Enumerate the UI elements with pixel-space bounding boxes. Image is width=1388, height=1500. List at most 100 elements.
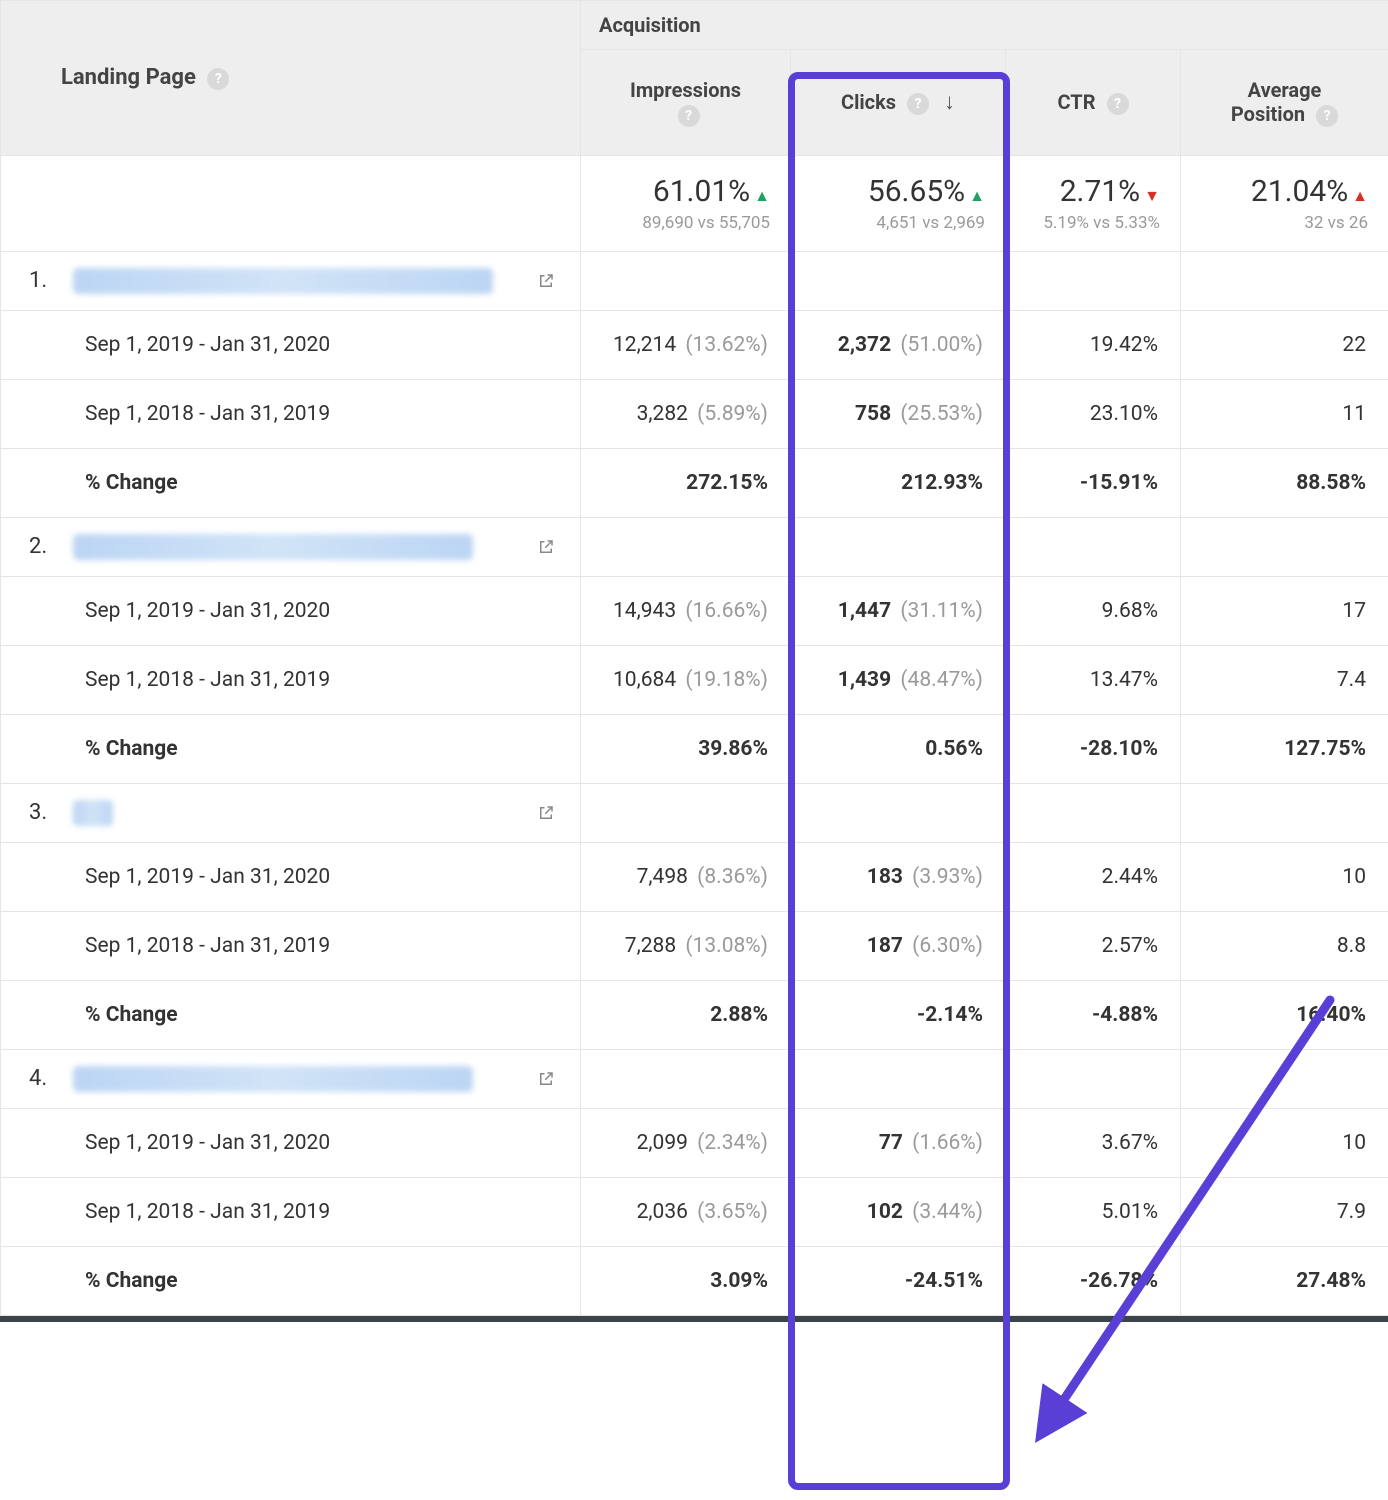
col-header-clicks[interactable]: Clicks ? ↓ — [791, 50, 1006, 156]
summary-impressions: 61.01%▲ 89,690 vs 55,705 — [581, 155, 791, 251]
landing-page-redacted — [73, 1066, 473, 1092]
cell-change-avg: 16.40% — [1181, 980, 1388, 1049]
col-header-label: Landing Page — [61, 65, 196, 90]
cell-clicks: 102 (3.44%) — [791, 1177, 1006, 1246]
col-group-acquisition: Acquisition — [581, 1, 1388, 50]
pct-change-label: % Change — [1, 714, 581, 783]
cell-ctr: 13.47% — [1006, 645, 1181, 714]
cell-avg-position: 8.8 — [1181, 911, 1388, 980]
period-previous-label: Sep 1, 2018 - Jan 31, 2019 — [1, 645, 581, 714]
analytics-table-container: Landing Page ? Acquisition Impressions ?… — [0, 0, 1388, 1322]
cell-change-ctr: -28.10% — [1006, 714, 1181, 783]
cell-impressions: 3,282 (5.89%) — [581, 379, 791, 448]
cell-clicks: 77 (1.66%) — [791, 1108, 1006, 1177]
summary-clicks: 56.65%▲ 4,651 vs 2,969 — [791, 155, 1006, 251]
period-current-label: Sep 1, 2019 - Jan 31, 2020 — [1, 1108, 581, 1177]
help-icon[interactable]: ? — [678, 105, 700, 127]
cell-impressions: 14,943 (16.66%) — [581, 576, 791, 645]
cell-clicks: 758 (25.53%) — [791, 379, 1006, 448]
pct-change-label: % Change — [1, 980, 581, 1049]
cell-change-clicks: -2.14% — [791, 980, 1006, 1049]
cell-ctr: 3.67% — [1006, 1108, 1181, 1177]
summary-row: 61.01%▲ 89,690 vs 55,705 56.65%▲ 4,651 v… — [1, 155, 1388, 251]
period-previous-label: Sep 1, 2018 - Jan 31, 2019 — [1, 379, 581, 448]
col-header-landing-page[interactable]: Landing Page ? — [1, 1, 581, 156]
row-index: 4. — [29, 1066, 59, 1091]
col-header-ctr[interactable]: CTR ? — [1006, 50, 1181, 156]
cell-ctr: 5.01% — [1006, 1177, 1181, 1246]
cell-clicks: 2,372 (51.00%) — [791, 310, 1006, 379]
cell-change-avg: 27.48% — [1181, 1246, 1388, 1315]
cell-avg-position: 10 — [1181, 842, 1388, 911]
cell-avg-position: 22 — [1181, 310, 1388, 379]
cell-change-avg: 127.75% — [1181, 714, 1388, 783]
external-link-icon[interactable] — [536, 271, 556, 291]
landing-page-redacted — [73, 800, 113, 826]
cell-change-impressions: 3.09% — [581, 1246, 791, 1315]
cell-change-impressions: 39.86% — [581, 714, 791, 783]
cell-clicks: 1,439 (48.47%) — [791, 645, 1006, 714]
row-index: 1. — [29, 268, 59, 293]
cell-change-clicks: 0.56% — [791, 714, 1006, 783]
cell-change-impressions: 2.88% — [581, 980, 791, 1049]
cell-change-clicks: 212.93% — [791, 448, 1006, 517]
cell-impressions: 7,498 (8.36%) — [581, 842, 791, 911]
arrow-up-icon: ▲ — [754, 186, 770, 205]
row-index: 2. — [29, 534, 59, 559]
external-link-icon[interactable] — [536, 1069, 556, 1089]
period-current-label: Sep 1, 2019 - Jan 31, 2020 — [1, 310, 581, 379]
bottom-accent-bar — [0, 1316, 1388, 1322]
cell-clicks: 187 (6.30%) — [791, 911, 1006, 980]
cell-clicks: 1,447 (31.11%) — [791, 576, 1006, 645]
cell-avg-position: 10 — [1181, 1108, 1388, 1177]
period-previous-label: Sep 1, 2018 - Jan 31, 2019 — [1, 911, 581, 980]
cell-ctr: 2.44% — [1006, 842, 1181, 911]
help-icon[interactable]: ? — [1316, 105, 1338, 127]
pct-change-label: % Change — [1, 448, 581, 517]
col-header-avg-position[interactable]: Average Position ? — [1181, 50, 1388, 156]
cell-impressions: 12,214 (13.62%) — [581, 310, 791, 379]
external-link-icon[interactable] — [536, 537, 556, 557]
row-index: 3. — [29, 800, 59, 825]
help-icon[interactable]: ? — [907, 93, 929, 115]
cell-ctr: 19.42% — [1006, 310, 1181, 379]
cell-impressions: 7,288 (13.08%) — [581, 911, 791, 980]
period-current-label: Sep 1, 2019 - Jan 31, 2020 — [1, 576, 581, 645]
cell-change-ctr: -26.78% — [1006, 1246, 1181, 1315]
cell-impressions: 10,684 (19.18%) — [581, 645, 791, 714]
arrow-up-icon: ▲ — [969, 186, 985, 205]
cell-change-ctr: -15.91% — [1006, 448, 1181, 517]
cell-avg-position: 7.4 — [1181, 645, 1388, 714]
cell-ctr: 23.10% — [1006, 379, 1181, 448]
cell-ctr: 9.68% — [1006, 576, 1181, 645]
summary-ctr: 2.71%▼ 5.19% vs 5.33% — [1006, 155, 1181, 251]
landing-page-redacted — [73, 534, 473, 560]
cell-clicks: 183 (3.93%) — [791, 842, 1006, 911]
cell-ctr: 2.57% — [1006, 911, 1181, 980]
summary-avg-position: 21.04%▲ 32 vs 26 — [1181, 155, 1388, 251]
landing-page-row[interactable]: 1. — [1, 251, 581, 310]
period-previous-label: Sep 1, 2018 - Jan 31, 2019 — [1, 1177, 581, 1246]
pct-change-label: % Change — [1, 1246, 581, 1315]
period-current-label: Sep 1, 2019 - Jan 31, 2020 — [1, 842, 581, 911]
arrow-down-icon: ▼ — [1144, 186, 1160, 205]
landing-page-redacted — [73, 268, 493, 294]
cell-change-impressions: 272.15% — [581, 448, 791, 517]
landing-page-row[interactable]: 4. — [1, 1049, 581, 1108]
cell-change-clicks: -24.51% — [791, 1246, 1006, 1315]
landing-page-row[interactable]: 2. — [1, 517, 581, 576]
help-icon[interactable]: ? — [207, 68, 229, 90]
landing-page-row[interactable]: 3. — [1, 783, 581, 842]
cell-change-ctr: -4.88% — [1006, 980, 1181, 1049]
help-icon[interactable]: ? — [1107, 93, 1129, 115]
col-header-impressions[interactable]: Impressions ? — [581, 50, 791, 156]
cell-avg-position: 17 — [1181, 576, 1388, 645]
cell-impressions: 2,036 (3.65%) — [581, 1177, 791, 1246]
cell-impressions: 2,099 (2.34%) — [581, 1108, 791, 1177]
sort-desc-icon: ↓ — [944, 90, 955, 115]
external-link-icon[interactable] — [536, 803, 556, 823]
cell-avg-position: 11 — [1181, 379, 1388, 448]
cell-change-avg: 88.58% — [1181, 448, 1388, 517]
analytics-table: Landing Page ? Acquisition Impressions ?… — [0, 0, 1388, 1316]
cell-avg-position: 7.9 — [1181, 1177, 1388, 1246]
